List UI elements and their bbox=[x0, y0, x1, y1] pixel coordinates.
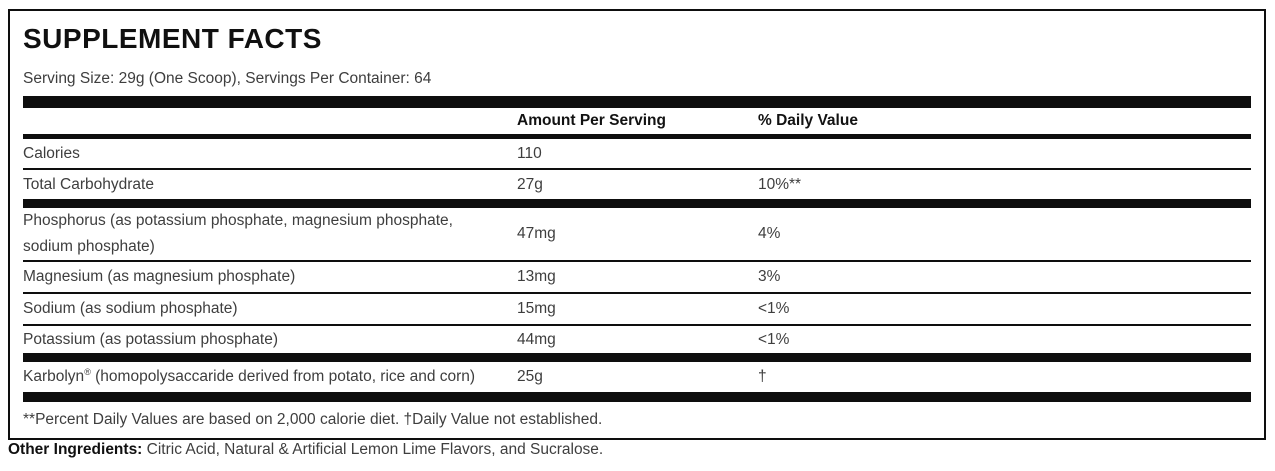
other-ingredients-text: Citric Acid, Natural & Artificial Lemon … bbox=[142, 441, 604, 458]
nutrient-amount: 13mg bbox=[517, 268, 556, 285]
table-row-potassium: Potassium (as potassium phosphate) 44mg … bbox=[23, 326, 1251, 353]
nutrient-amount: 25g bbox=[517, 368, 543, 385]
table-row-calories: Calories 110 bbox=[23, 139, 1251, 168]
table-row-sodium: Sodium (as sodium phosphate) 15mg <1% bbox=[23, 294, 1251, 324]
nutrient-amount: 47mg bbox=[517, 225, 556, 242]
divider-thick bbox=[23, 199, 1251, 208]
nutrient-name: Karbolyn® (homopolysaccaride derived fro… bbox=[23, 364, 517, 390]
divider-thick bbox=[23, 392, 1251, 402]
nutrient-daily-value: 4% bbox=[758, 225, 781, 242]
divider-thin bbox=[23, 324, 1251, 326]
divider-thick bbox=[23, 96, 1251, 108]
divider-thin bbox=[23, 292, 1251, 294]
column-header-daily-value: % Daily Value bbox=[758, 112, 858, 129]
nutrient-name: Total Carbohydrate bbox=[23, 175, 154, 193]
nutrient-daily-value: 10%** bbox=[758, 175, 802, 193]
table-row-karbolyn: Karbolyn® (homopolysaccaride derived fro… bbox=[23, 362, 1251, 392]
nutrient-name: Calories bbox=[23, 144, 80, 162]
nutrient-name: Magnesium (as magnesium phosphate) bbox=[23, 268, 296, 285]
nutrient-amount: 44mg bbox=[517, 330, 556, 348]
divider-thick bbox=[23, 353, 1251, 362]
table-row-total-carbohydrate: Total Carbohydrate 27g 10%** bbox=[23, 170, 1251, 199]
supplement-facts-panel: SUPPLEMENT FACTS Serving Size: 29g (One … bbox=[8, 9, 1266, 440]
nutrient-daily-value: <1% bbox=[758, 330, 790, 348]
nutrient-amount: 15mg bbox=[517, 300, 556, 317]
nutrient-daily-value: <1% bbox=[758, 300, 790, 317]
nutrient-amount: 27g bbox=[517, 175, 543, 193]
table-row-phosphorus: Phosphorus (as potassium phosphate, magn… bbox=[23, 208, 1251, 260]
divider-thin bbox=[23, 260, 1251, 262]
other-ingredients-line: Other Ingredients: Citric Acid, Natural … bbox=[8, 440, 603, 459]
page-title: SUPPLEMENT FACTS bbox=[23, 23, 322, 54]
divider-thin bbox=[23, 168, 1251, 170]
daily-value-footnote: **Percent Daily Values are based on 2,00… bbox=[23, 411, 603, 428]
registered-trademark-mark: ® bbox=[84, 366, 91, 377]
nutrient-amount: 110 bbox=[517, 144, 542, 162]
divider-medium bbox=[23, 134, 1251, 139]
nutrient-name: Sodium (as sodium phosphate) bbox=[23, 300, 238, 317]
nutrient-name: Phosphorus (as potassium phosphate, magn… bbox=[23, 212, 453, 255]
other-ingredients-label: Other Ingredients: bbox=[8, 441, 143, 458]
nutrient-name: Potassium (as potassium phosphate) bbox=[23, 330, 279, 348]
nutrient-daily-value: † bbox=[758, 368, 767, 385]
nutrient-daily-value: 3% bbox=[758, 268, 781, 285]
serving-info: Serving Size: 29g (One Scoop), Servings … bbox=[23, 70, 432, 87]
column-header-amount: Amount Per Serving bbox=[517, 112, 666, 129]
nutrient-name-rest: (homopolysaccaride derived from potato, … bbox=[90, 368, 476, 385]
table-header-row: Amount Per Serving % Daily Value bbox=[23, 108, 1251, 134]
nutrient-name-main: Karbolyn bbox=[23, 368, 85, 385]
table-row-magnesium: Magnesium (as magnesium phosphate) 13mg … bbox=[23, 262, 1251, 292]
